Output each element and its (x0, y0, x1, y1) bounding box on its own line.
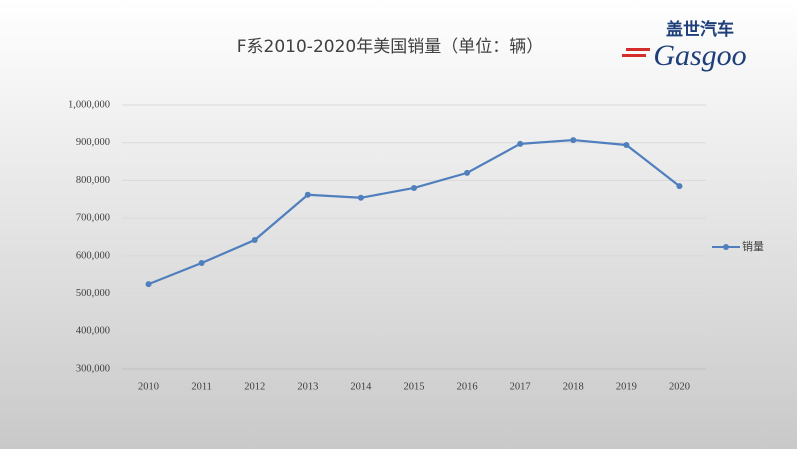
data-point (570, 137, 577, 144)
data-point (304, 191, 311, 198)
y-tick-label: 900,000 (76, 137, 110, 148)
data-point (145, 281, 152, 288)
x-tick-label: 2016 (457, 381, 478, 392)
data-point (198, 260, 205, 267)
logo-stripe (626, 48, 650, 51)
y-tick-label: 400,000 (76, 326, 110, 337)
x-tick-label: 2015 (404, 381, 425, 392)
x-tick-label: 2018 (563, 381, 584, 392)
logo: 盖世汽车 Gasgoo (622, 19, 747, 72)
chart-title: F系2010-2020年美国销量（单位：辆） (237, 37, 543, 57)
data-point (623, 141, 630, 148)
x-tick-label: 2019 (616, 381, 637, 392)
logo-brand: Gasgoo (653, 39, 746, 72)
data-point (357, 194, 364, 201)
legend-marker (723, 244, 729, 250)
data-point (464, 169, 471, 176)
x-tick-label: 2013 (297, 381, 318, 392)
x-tick-label: 2020 (669, 381, 690, 392)
data-point (411, 184, 417, 191)
data-point (676, 183, 683, 190)
y-tick-label: 500,000 (76, 288, 110, 299)
x-tick-label: 2012 (244, 381, 265, 392)
x-tick-label: 2011 (191, 381, 212, 392)
x-tick-label: 2010 (138, 381, 159, 392)
data-point (251, 237, 258, 244)
x-tick-label: 2014 (350, 381, 372, 392)
data-point (517, 140, 524, 147)
y-tick-label: 300,000 (76, 363, 110, 374)
y-tick-label: 1,000,000 (68, 99, 110, 110)
y-tick-label: 700,000 (76, 213, 110, 224)
x-tick-label: 2017 (510, 381, 531, 392)
y-tick-label: 600,000 (76, 250, 110, 261)
legend-label: 销量 (742, 239, 764, 253)
logo-stripe (622, 54, 646, 57)
logo-name: 盖世汽车 (666, 19, 734, 40)
y-tick-label: 800,000 (76, 175, 110, 186)
